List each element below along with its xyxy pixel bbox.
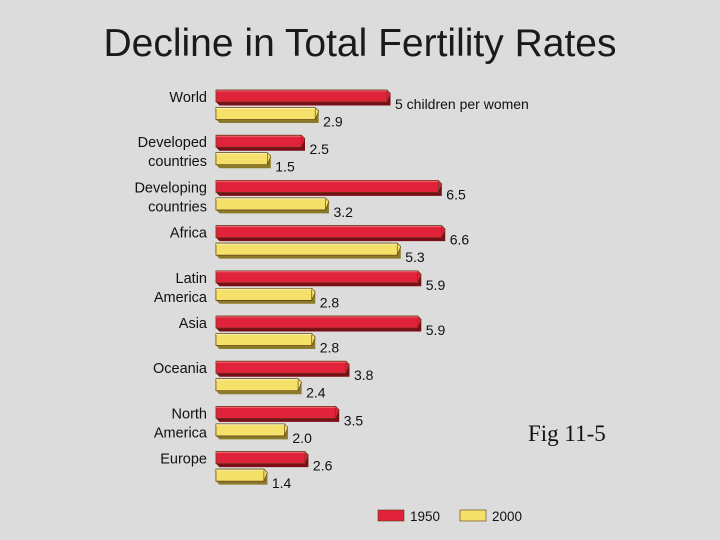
bar-2000 (215, 333, 316, 349)
data-label: 5 children per women (395, 96, 529, 112)
data-label: 2.6 (313, 458, 333, 474)
data-label: 6.6 (450, 232, 470, 248)
legend-item-1950: 1950 (377, 509, 440, 524)
data-label: 2.5 (310, 141, 330, 157)
bar-1950 (215, 315, 422, 332)
data-label: 3.5 (344, 412, 364, 428)
data-label: 1.5 (275, 159, 295, 175)
bar-1950 (215, 134, 306, 151)
figure-annotation: Fig 11-5 (528, 421, 606, 446)
data-label: 5.3 (405, 249, 425, 265)
bar-1950 (215, 451, 309, 468)
bar-2000 (215, 287, 316, 304)
data-label: 1.4 (272, 475, 292, 491)
chart-title: Decline in Total Fertility Rates (103, 22, 617, 65)
category-label: Oceania (153, 361, 208, 377)
data-label: 5.9 (426, 322, 446, 338)
bar-2000 (215, 423, 289, 440)
bar-1950 (215, 180, 443, 196)
bar-2000 (215, 378, 302, 395)
svg-text:1950: 1950 (410, 509, 440, 524)
category-label: Latin America (154, 271, 208, 306)
data-label: 2.0 (292, 430, 312, 446)
category-label: Africa (170, 226, 208, 242)
bar-2000 (215, 152, 272, 169)
category-label: North America (154, 406, 208, 441)
data-label: 5.9 (426, 277, 446, 293)
category-label: Developing countries (134, 180, 207, 215)
category-label: Developed countries (138, 135, 207, 170)
bar-1950 (215, 406, 340, 422)
category-label: Asia (179, 316, 208, 332)
bar-1950 (215, 270, 422, 287)
data-label: 2.8 (320, 340, 340, 356)
data-label: 6.5 (446, 186, 466, 202)
bar-1950 (215, 360, 350, 377)
svg-text:2000: 2000 (492, 509, 522, 524)
data-label: 2.9 (323, 114, 343, 130)
bar-2000 (215, 107, 320, 123)
data-label: 3.2 (333, 204, 353, 220)
category-label: Europe (160, 452, 207, 468)
bar-2000 (215, 242, 402, 259)
bar-1950 (215, 225, 446, 242)
bar-1950 (215, 89, 391, 106)
data-label: 3.8 (354, 367, 374, 383)
category-label: World (169, 90, 207, 106)
data-label: 2.8 (320, 294, 340, 310)
legend-item-2000: 2000 (459, 509, 522, 524)
bar-2000 (215, 468, 268, 485)
bar-2000 (215, 197, 330, 214)
data-label: 2.4 (306, 385, 326, 401)
